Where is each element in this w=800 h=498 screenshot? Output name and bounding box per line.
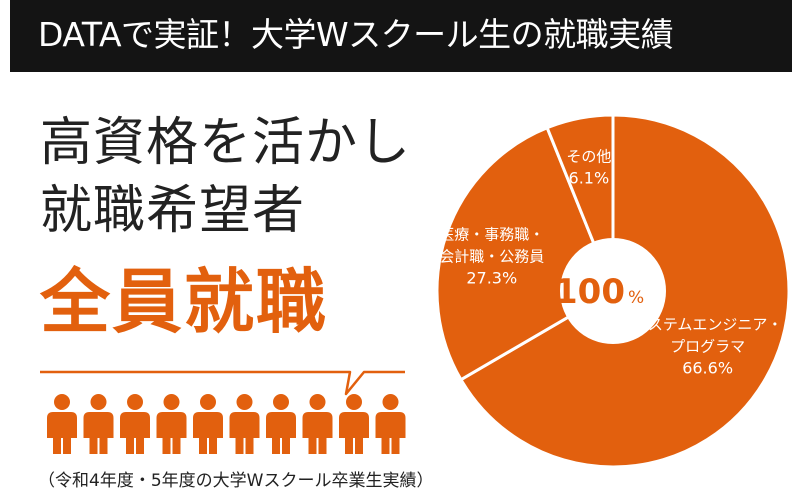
pie-category-label: 会計職・公務員 (439, 248, 544, 266)
pie-value-label: 66.6% (682, 358, 733, 377)
pie-labels: システムエンジニア・プログラマ 66.6% 医療・事務職・会計職・公務員 27.3% そ… (439, 148, 782, 378)
person-icon (120, 394, 150, 454)
pie-center-unit: % (628, 288, 644, 308)
pie-value-label: 27.3% (466, 269, 517, 288)
person-icon (266, 394, 296, 454)
person-icon (47, 394, 77, 454)
headline-line-3: 全員就職 (40, 261, 328, 343)
person-icon (302, 394, 333, 454)
person-icon (339, 394, 369, 454)
speech-bubble-outline (40, 370, 405, 396)
person-icon (229, 394, 260, 454)
people-row (47, 394, 406, 454)
person-icon (193, 394, 223, 454)
pie-slice (435, 125, 615, 382)
pie-category-label: プログラマ (670, 337, 745, 355)
pie-value-label: 6.1% (569, 169, 610, 188)
footnote: （令和4年度・5年度の大学Wスクール卒業生実績） (38, 471, 434, 491)
pie-center-value: 100 (554, 272, 625, 312)
pie-category-label: その他 (566, 148, 611, 166)
person-icon (375, 394, 406, 454)
header-bar: DATAで実証！大学Wスクール生の就職実績 (10, 0, 792, 72)
person-icon (83, 394, 114, 454)
headline-line-1: 高資格を活かし (40, 113, 412, 173)
pie-category-label: 医療・事務職・ (439, 226, 544, 244)
header-title: DATAで実証！大学Wスクール生の就職実績 (38, 15, 674, 54)
pie-center-hole (560, 238, 666, 344)
pie-category-label: システムエンジニア・ (633, 315, 783, 333)
person-icon (156, 394, 187, 454)
headline-line-2: 就職希望者 (40, 181, 306, 241)
